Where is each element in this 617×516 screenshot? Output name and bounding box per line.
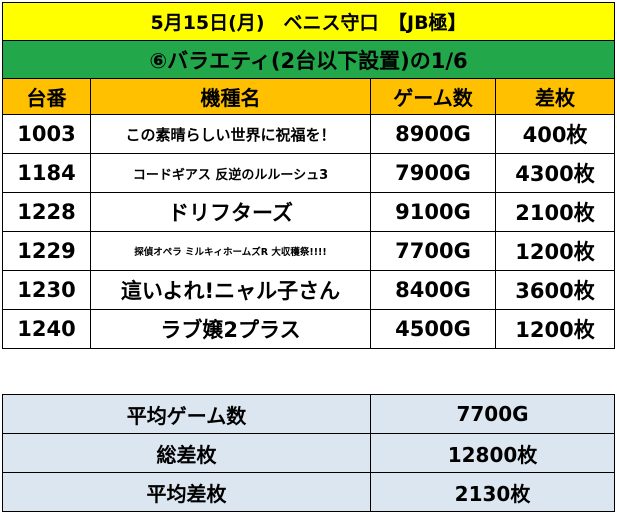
game-count: 8900G [370, 114, 496, 154]
table-row: 1184 コードギアス 反逆のルルーシュ3 7900G 4300枚 [2, 153, 616, 193]
table-row: 1003 この素晴らしい世界に祝福を！ 8900G 400枚 [2, 114, 616, 154]
medal-difference: 1200枚 [494, 309, 616, 349]
machine-name: ドリフターズ [90, 192, 371, 232]
machine-name: 這いよれ!ニャル子さん [90, 270, 371, 310]
column-header-diff: 差枚 [494, 78, 616, 115]
summary-row: 平均ゲーム数 7700G [2, 394, 615, 434]
medal-difference: 1200枚 [494, 231, 616, 271]
table-row: 1228 ドリフターズ 9100G 2100枚 [2, 192, 616, 232]
subtitle-row: ⑥バラエティ(2台以下設置)の1/6 [1, 40, 616, 79]
medal-difference: 400枚 [494, 114, 616, 154]
summary-value: 7700G [370, 394, 615, 434]
summary-row: 総差枚 12800枚 [2, 433, 615, 473]
medal-difference: 4300枚 [494, 153, 616, 193]
table-row: 1240 ラブ嬢2プラス 4500G 1200枚 [2, 309, 616, 349]
machine-number: 1229 [2, 231, 91, 271]
medal-difference: 2100枚 [494, 192, 616, 232]
game-count: 8400G [370, 270, 496, 310]
table-row: 1230 這いよれ!ニャル子さん 8400G 3600枚 [2, 270, 616, 310]
machine-name: この素晴らしい世界に祝福を！ [90, 114, 371, 154]
table-row: 1229 探偵オペラ ミルキィホームズR 大収穫祭!!!! 7700G 1200… [2, 231, 616, 271]
summary-value: 2130枚 [370, 472, 615, 512]
machine-name: コードギアス 反逆のルルーシュ3 [90, 153, 371, 193]
column-header-name: 機種名 [90, 78, 371, 115]
summary-value: 12800枚 [370, 433, 615, 473]
machine-number: 1003 [2, 114, 91, 154]
title-row: 5月15日(月) ベニス守口 【JB極】 [1, 2, 616, 41]
machine-name: ラブ嬢2プラス [90, 309, 371, 349]
game-count: 4500G [370, 309, 496, 349]
summary-label: 平均差枚 [2, 472, 371, 512]
column-header-row: 台番 機種名 ゲーム数 差枚 [2, 78, 616, 115]
game-count: 9100G [370, 192, 496, 232]
results-table: 5月15日(月) ベニス守口 【JB極】 ⑥バラエティ(2台以下設置)の1/6 … [1, 2, 616, 349]
game-count: 7700G [370, 231, 496, 271]
game-count: 7900G [370, 153, 496, 193]
machine-number: 1240 [2, 309, 91, 349]
machine-number: 1228 [2, 192, 91, 232]
page-title: 5月15日(月) ベニス守口 【JB極】 [1, 2, 616, 41]
machine-number: 1184 [2, 153, 91, 193]
column-header-no: 台番 [2, 78, 91, 115]
summary-label: 平均ゲーム数 [2, 394, 371, 434]
column-header-games: ゲーム数 [370, 78, 496, 115]
machine-number: 1230 [2, 270, 91, 310]
summary-row: 平均差枚 2130枚 [2, 472, 615, 512]
medal-difference: 3600枚 [494, 270, 616, 310]
summary-table: 平均ゲーム数 7700G 総差枚 12800枚 平均差枚 2130枚 [2, 394, 615, 512]
summary-label: 総差枚 [2, 433, 371, 473]
page-subtitle: ⑥バラエティ(2台以下設置)の1/6 [1, 40, 616, 79]
machine-name: 探偵オペラ ミルキィホームズR 大収穫祭!!!! [90, 231, 371, 271]
